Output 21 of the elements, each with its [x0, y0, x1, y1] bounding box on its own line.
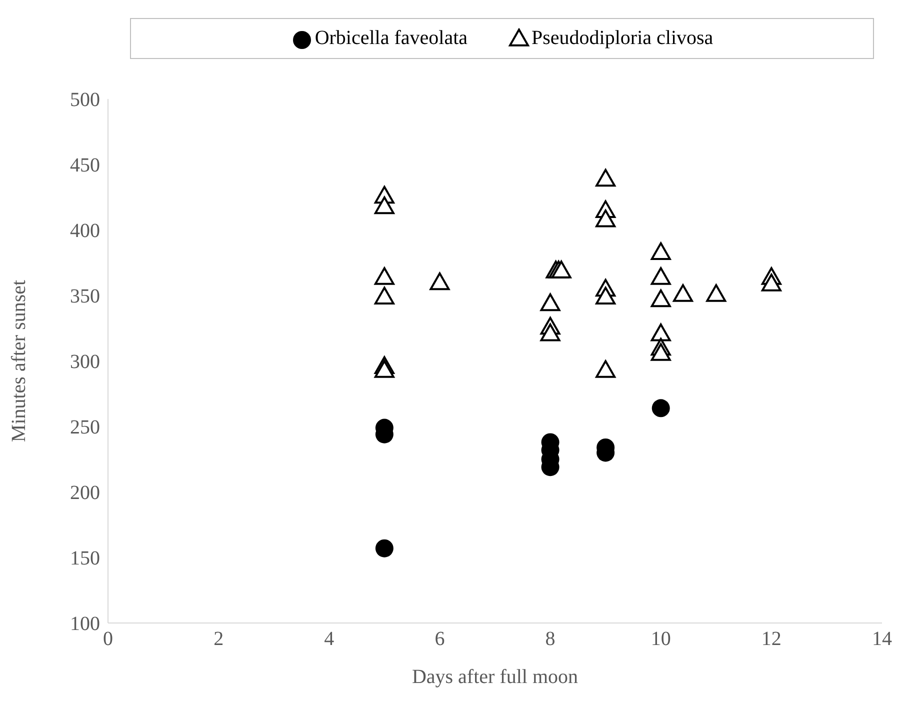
x-tick-label: 6 — [434, 628, 445, 650]
legend-label: Orbicella faveolata — [314, 27, 468, 50]
y-axis-title: Minutes after sunset — [8, 279, 30, 442]
legend-label: Pseudodiploria clivosa — [532, 27, 714, 50]
y-tick-label: 200 — [70, 482, 100, 504]
x-tick-label: 8 — [545, 628, 556, 650]
y-tick-label: 150 — [70, 548, 100, 570]
x-tick-label: 4 — [324, 628, 334, 650]
x-tick-label: 14 — [872, 628, 892, 650]
y-tick-label: 500 — [70, 89, 100, 112]
x-tick-label: 2 — [214, 628, 224, 650]
x-tick-label: 0 — [103, 628, 113, 650]
y-tick-label: 450 — [70, 154, 100, 177]
y-tick-label: 350 — [70, 286, 100, 308]
x-tick-label: 12 — [761, 628, 782, 650]
y-tick-label: 300 — [70, 351, 100, 374]
y-tick-label: 400 — [70, 220, 100, 242]
x-tick-label: 10 — [650, 628, 671, 650]
y-tick-label: 100 — [70, 613, 100, 636]
y-tick-label: 250 — [70, 416, 100, 439]
x-axis-title: Days after full moon — [412, 666, 578, 688]
